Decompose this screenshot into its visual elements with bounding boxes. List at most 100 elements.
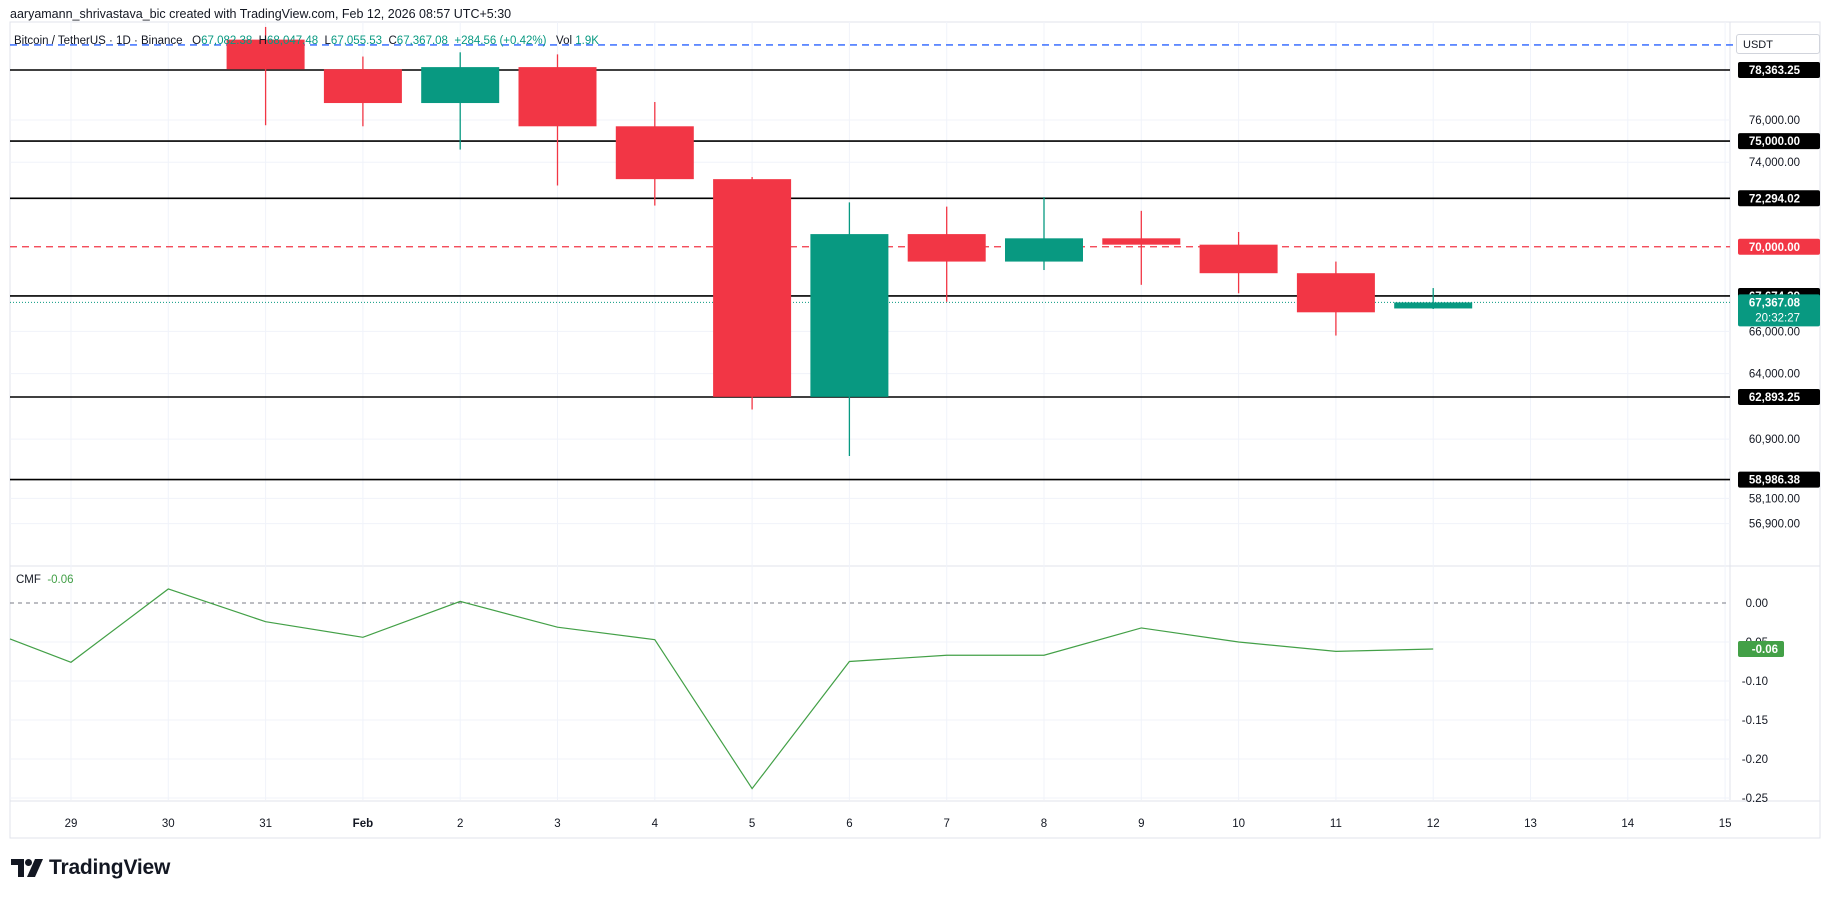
candle-body	[518, 67, 597, 127]
candle	[1199, 231, 1278, 294]
cmf-line	[9, 588, 1434, 790]
cmf-tick-label: 0.00	[1746, 598, 1768, 610]
open-label: O	[192, 35, 202, 47]
candle	[518, 54, 597, 186]
price-tick-label: 58,100.00	[1749, 493, 1800, 505]
candle	[713, 177, 792, 410]
time-tick-label: 10	[1232, 818, 1245, 830]
candle-body	[1102, 238, 1181, 245]
candle-body	[1296, 273, 1375, 313]
level-label-box	[1738, 238, 1820, 255]
candle-body	[421, 67, 500, 104]
cmf-value-label: -0.06	[1752, 644, 1778, 656]
chart-frame	[9, 21, 1821, 839]
cmf-indicator	[9, 588, 1730, 790]
price-tick-label: 64,000.00	[1749, 369, 1800, 381]
candle-body	[907, 234, 986, 262]
candle-body	[323, 69, 402, 104]
horizontal-levels	[10, 44, 1805, 481]
open-value: 67,082.38	[201, 35, 253, 47]
time-axis[interactable]: 29 30 31 Feb 2 3 4 5 6 7 8 9 10 11 12 13 14 15	[65, 818, 1732, 830]
level-label: 75,000.00	[1749, 136, 1800, 148]
time-tick-label: 31	[259, 818, 272, 830]
symbol-name[interactable]: Bitcoin / TetherUS · 1D · Binance	[14, 35, 183, 47]
candle	[810, 202, 889, 457]
level-label-box	[1738, 190, 1820, 207]
candle	[1005, 197, 1083, 271]
time-tick-label: 4	[652, 818, 659, 830]
level-label: 78,363.25	[1749, 65, 1801, 77]
brand-name: TradingView	[49, 856, 171, 879]
cmf-tick-label: -0.15	[1742, 715, 1768, 727]
level-label: 72,294.02	[1749, 193, 1800, 205]
attribution-text: aaryamann_shrivastava_bic created with T…	[10, 7, 512, 21]
candle-body	[1005, 238, 1083, 262]
level-label-box	[1738, 133, 1820, 150]
candle-body	[1394, 302, 1473, 309]
vol-label: Vol	[556, 35, 573, 47]
candle	[323, 56, 402, 127]
level-label: 70,000.00	[1749, 242, 1800, 254]
time-tick-label: 3	[554, 818, 560, 830]
time-tick-label: 15	[1719, 818, 1732, 830]
high-value: 68,047.48	[266, 35, 319, 47]
cmf-tick-label: -0.20	[1742, 754, 1768, 766]
candle-body	[615, 126, 694, 180]
time-tick-label: 7	[943, 818, 949, 830]
currency-selector[interactable]: USDT	[1736, 34, 1820, 54]
cmf-tick-label: -0.10	[1742, 676, 1768, 688]
candle	[1394, 288, 1473, 310]
candle	[421, 52, 500, 150]
close-label: C	[388, 35, 397, 47]
candle	[1296, 261, 1375, 336]
time-tick-label: 29	[65, 818, 78, 830]
candle-body	[1199, 244, 1278, 274]
tradingview-logo-icon	[11, 859, 43, 877]
candle-body	[810, 234, 889, 397]
time-tick-label: 30	[162, 818, 175, 830]
time-tick-label: 14	[1621, 818, 1634, 830]
tradingview-logo[interactable]: TradingView	[11, 856, 170, 880]
candle-body	[713, 179, 792, 397]
candlestick-series	[226, 26, 1473, 457]
low-label: L	[324, 35, 331, 47]
change-value: +284.56 (+0.42%)	[454, 35, 547, 47]
cmf-value-box	[1738, 641, 1784, 658]
close-value: 67,367.08	[396, 35, 448, 47]
time-tick-label: Feb	[353, 818, 373, 830]
price-tick-label: 66,000.00	[1749, 326, 1800, 338]
last-price-box	[1738, 294, 1820, 327]
cmf-legend: CMF -0.06	[16, 574, 74, 586]
chart-grid	[9, 21, 1821, 839]
price-tick-label: 60,900.00	[1749, 434, 1800, 446]
level-label: 58,986.38	[1749, 475, 1801, 487]
time-tick-label: 5	[749, 818, 755, 830]
cmf-name[interactable]: CMF	[16, 574, 41, 586]
level-label-box	[1738, 389, 1820, 405]
price-tick-label: 56,900.00	[1749, 519, 1800, 531]
price-tick-label: 76,000.00	[1749, 115, 1800, 127]
time-tick-label: 6	[846, 818, 852, 830]
time-tick-label: 12	[1427, 818, 1440, 830]
time-tick-label: 9	[1138, 818, 1144, 830]
level-label-box	[1738, 62, 1820, 78]
cmf-value: -0.06	[47, 574, 74, 586]
candle	[615, 101, 694, 206]
vol-value: 1.9K	[575, 35, 599, 47]
countdown-label: 20:32:27	[1755, 312, 1800, 324]
price-labels: 78,363.2575,000.0072,294.0270,000.0067,6…	[1738, 62, 1820, 658]
time-tick-label: 13	[1524, 818, 1537, 830]
price-tick-label: 74,000.00	[1749, 157, 1800, 169]
high-label: H	[258, 35, 267, 47]
low-value: 67,055.53	[330, 35, 383, 47]
time-tick-label: 11	[1330, 818, 1342, 830]
last-price-label: 67,367.08	[1749, 297, 1801, 309]
level-label-box	[1738, 471, 1820, 488]
candle-body	[226, 39, 305, 70]
time-tick-label: 8	[1041, 818, 1047, 830]
symbol-legend: Bitcoin / TetherUS · 1D · Binance O67,08…	[14, 35, 599, 47]
price-axis[interactable]: 76,000.00 74,000.00 66,000.00 64,000.00 60,9…	[1742, 115, 1800, 805]
candle	[907, 206, 986, 302]
candle	[226, 26, 305, 126]
